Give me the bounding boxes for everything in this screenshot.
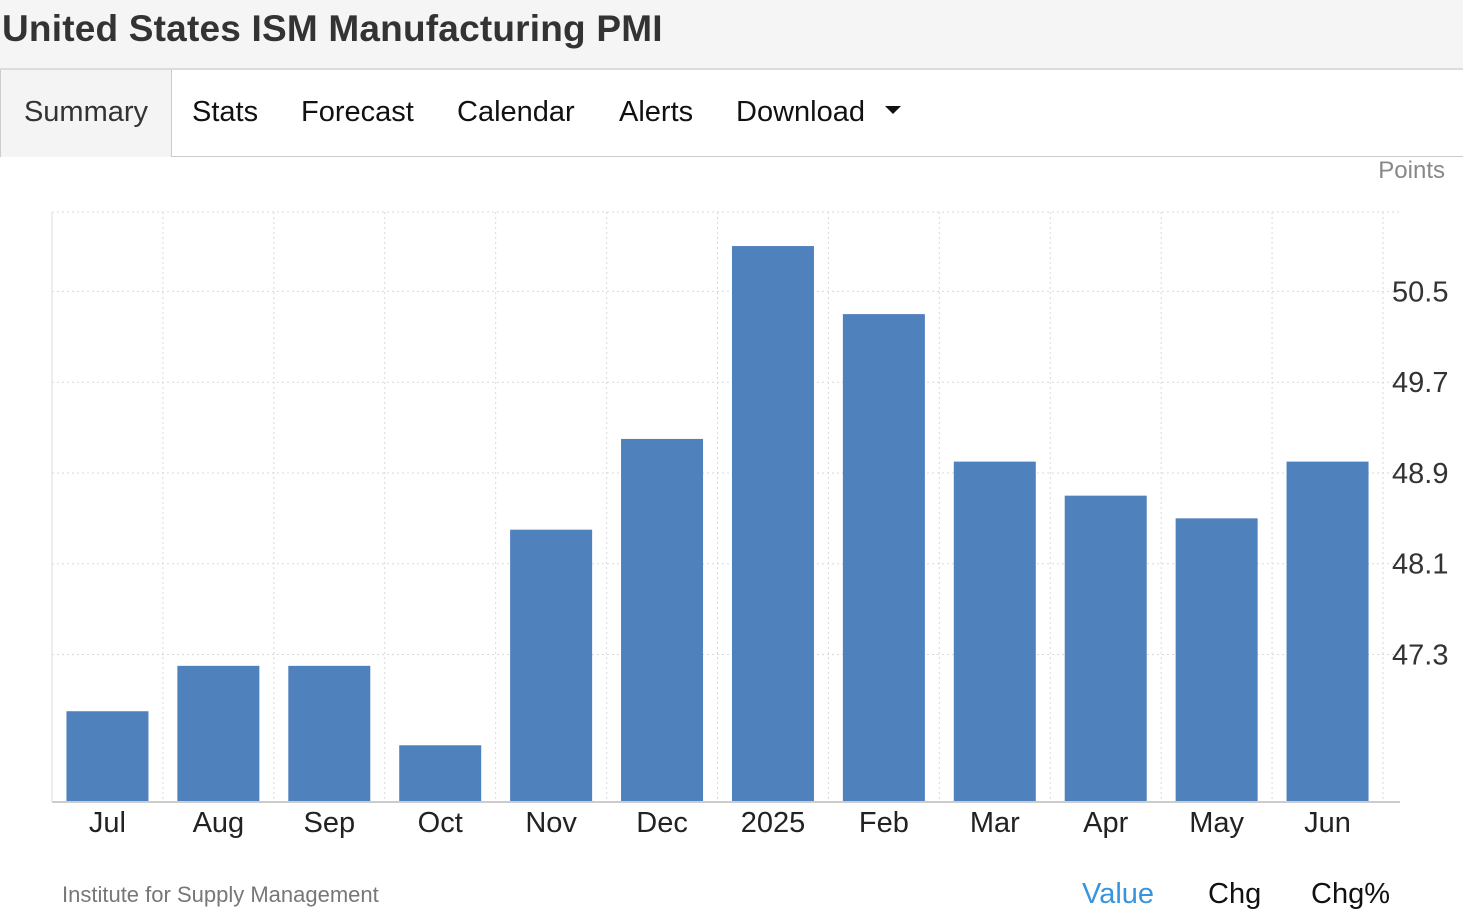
tab-download-label: Download: [736, 96, 865, 128]
tab-calendar-label: Calendar: [457, 96, 575, 128]
value-button[interactable]: Value: [1082, 878, 1155, 910]
bar-jun: [1286, 461, 1369, 802]
title-bar: United States ISM Manufacturing PMI: [0, 0, 1463, 70]
bar-dec: [621, 438, 704, 802]
bar-aug: [177, 665, 260, 802]
x-tick-label: Nov: [525, 807, 577, 839]
pmi-bar-chart: 47.3 48.1 48.9 49.7 50.5 Jul Aug Sep Oct Nov Dec 20…: [51, 211, 1448, 839]
bar-may: [1175, 518, 1258, 802]
bar-feb: [842, 314, 925, 802]
x-tick-label: Feb: [859, 807, 909, 839]
y-tick-label: 47.3: [1392, 640, 1448, 672]
tab-download[interactable]: Download: [736, 70, 901, 156]
x-tick-label: Dec: [636, 807, 688, 839]
x-tick-label: May: [1189, 807, 1244, 839]
bar-nov: [510, 529, 593, 802]
chg-percent-button[interactable]: Chg%: [1311, 878, 1390, 910]
x-tick-label: Jul: [89, 807, 126, 839]
tab-alerts-label: Alerts: [619, 96, 694, 128]
tab-alerts[interactable]: Alerts: [619, 70, 693, 156]
x-tick-label: Jun: [1304, 807, 1351, 839]
tab-stats[interactable]: Stats: [192, 70, 258, 156]
page-title: United States ISM Manufacturing PMI: [2, 8, 663, 49]
tab-summary-label: Summary: [23, 96, 149, 128]
x-tick-label: Oct: [418, 807, 463, 839]
tab-stats-label: Stats: [192, 96, 259, 128]
source-label: Institute for Supply Management: [62, 882, 379, 907]
tab-forecast-label: Forecast: [301, 96, 414, 128]
y-tick-label: 49.7: [1392, 367, 1448, 399]
bar-sep: [288, 665, 371, 802]
y-tick-label: 48.1: [1392, 549, 1448, 581]
y-tick-label: 48.9: [1392, 458, 1448, 490]
bar-oct: [399, 745, 482, 802]
x-tick-label: Mar: [970, 807, 1020, 839]
tab-forecast[interactable]: Forecast: [301, 70, 414, 156]
tab-summary[interactable]: Summary: [0, 70, 172, 157]
caret-down-icon: [884, 106, 901, 115]
y-tick-label: 50.5: [1392, 276, 1448, 308]
tab-bar: Summary Stats Forecast Calendar Alerts D…: [0, 70, 1463, 157]
bar-jul: [66, 711, 149, 802]
x-tick-label: Sep: [303, 807, 355, 839]
bar-apr: [1064, 495, 1147, 802]
x-tick-label: 2025: [741, 807, 806, 839]
bar-mar: [953, 461, 1036, 802]
units-label: Points: [1378, 157, 1445, 184]
bar-2025: [731, 246, 814, 802]
tab-calendar[interactable]: Calendar: [457, 70, 575, 156]
x-tick-label: Aug: [193, 807, 245, 839]
chg-button[interactable]: Chg: [1208, 878, 1262, 910]
x-tick-label: Apr: [1083, 807, 1128, 839]
